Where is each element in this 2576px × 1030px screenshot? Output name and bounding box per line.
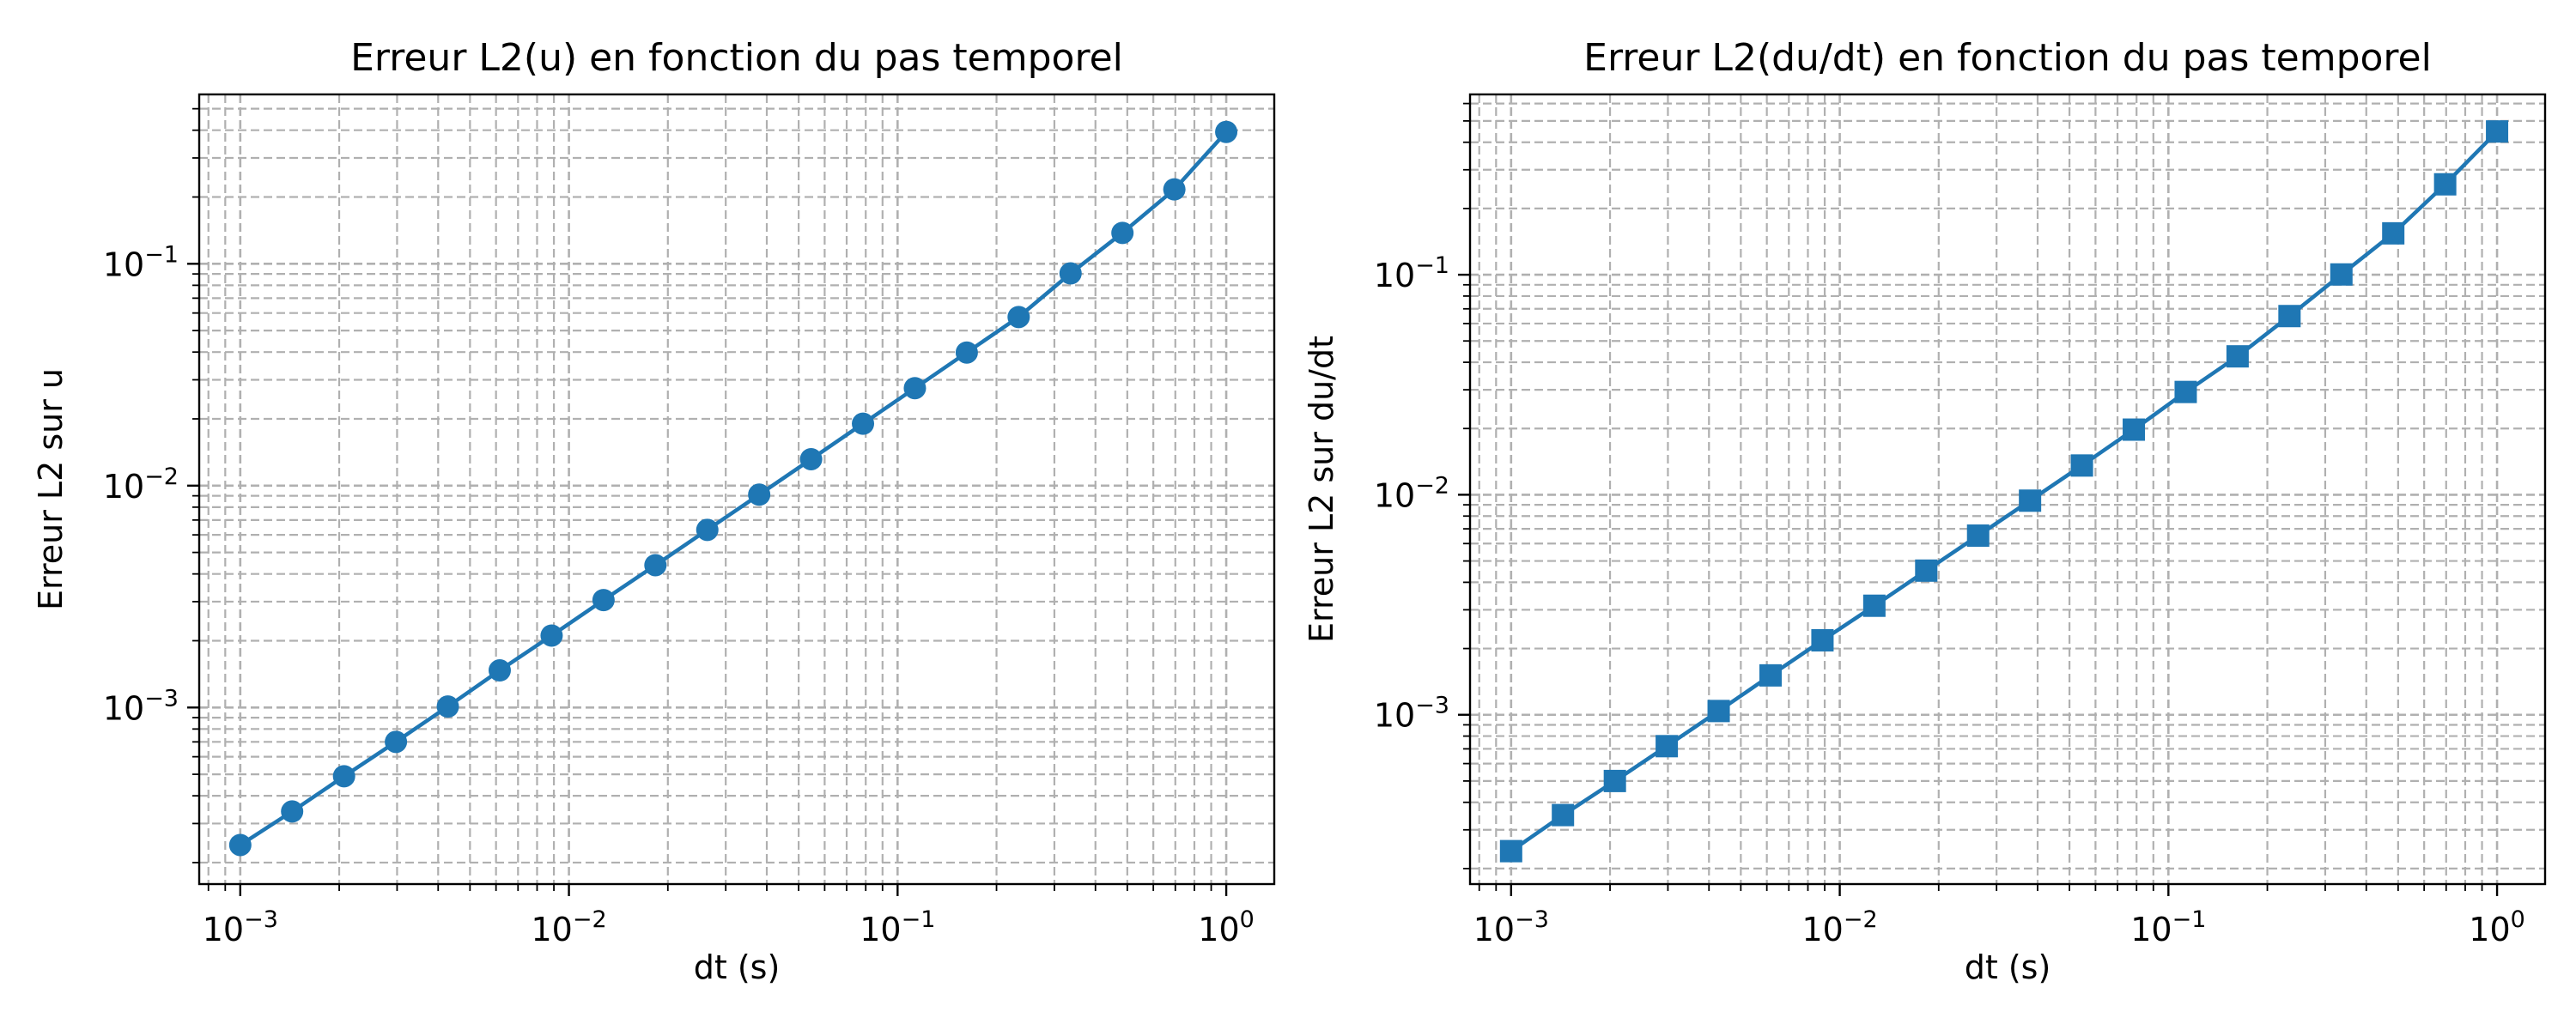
data-point xyxy=(2433,173,2457,196)
data-point xyxy=(2174,380,2197,403)
data-point xyxy=(1707,700,1730,723)
data-point xyxy=(1163,178,1186,201)
data-point xyxy=(1862,594,1886,617)
y-axis-label: Erreur L2 sur du/dt xyxy=(1303,336,1340,643)
chart-title: Erreur L2(u) en fonction du pas temporel xyxy=(350,36,1123,80)
y-axis-label: Erreur L2 sur u xyxy=(32,368,70,610)
data-point xyxy=(1007,306,1030,329)
x-axis-label: dt (s) xyxy=(1965,948,2051,986)
data-point xyxy=(1759,663,1782,687)
x-tick-label: 10−3 xyxy=(1473,906,1549,948)
data-point xyxy=(2330,263,2353,286)
x-tick-label: 100 xyxy=(2469,906,2525,948)
data-point xyxy=(2070,454,2093,477)
data-point xyxy=(799,447,823,470)
x-tick-label: 100 xyxy=(1198,906,1255,948)
data-point xyxy=(2382,221,2405,245)
data-point xyxy=(748,483,771,506)
data-point xyxy=(852,412,875,435)
chart-panel-dudt: Erreur L2(du/dt) en fonction du pas temp… xyxy=(1303,36,2547,986)
data-point xyxy=(385,730,408,754)
plot-frame xyxy=(1468,93,2547,886)
data-point xyxy=(436,695,459,718)
data-point xyxy=(2019,489,2042,512)
data-point xyxy=(1603,769,1626,792)
data-point xyxy=(281,800,304,823)
chart-panel-u: Erreur L2(u) en fonction du pas temporel… xyxy=(32,36,1276,986)
data-point xyxy=(903,377,927,400)
y-tick-label: 10−3 xyxy=(103,685,179,727)
y-tick-label: 10−3 xyxy=(1374,693,1449,735)
data-point xyxy=(1111,221,1134,245)
x-axis-label: dt (s) xyxy=(694,948,781,986)
data-point xyxy=(2123,418,2146,441)
data-point xyxy=(1656,735,1679,758)
chart-title: Erreur L2(du/dt) en fonction du pas temp… xyxy=(1583,36,2432,80)
data-point xyxy=(644,554,667,577)
x-tick-label: 10−2 xyxy=(531,906,606,948)
plot-frame xyxy=(197,93,1276,886)
data-point xyxy=(1215,120,1238,143)
y-tick-label: 10−1 xyxy=(1374,252,1449,294)
data-point xyxy=(1915,559,1938,582)
data-point xyxy=(488,659,511,682)
data-point xyxy=(1059,262,1082,285)
data-point xyxy=(540,624,563,647)
y-tick-label: 10−2 xyxy=(103,464,179,506)
data-point xyxy=(955,341,978,364)
data-point xyxy=(2486,120,2509,143)
x-tick-label: 10−3 xyxy=(203,906,278,948)
data-point xyxy=(592,589,615,612)
data-point xyxy=(696,518,719,542)
x-tick-label: 10−2 xyxy=(1801,906,1877,948)
data-point xyxy=(1499,839,1522,863)
data-point xyxy=(1966,524,1990,548)
grid xyxy=(1470,94,2545,884)
data-point xyxy=(1552,803,1575,827)
data-point xyxy=(332,765,355,788)
data-point xyxy=(2278,305,2301,328)
data-point xyxy=(228,833,252,857)
y-tick-label: 10−2 xyxy=(1374,472,1449,514)
data-point xyxy=(1811,628,1834,651)
data-point xyxy=(2226,345,2249,368)
x-tick-label: 10−1 xyxy=(2130,906,2206,948)
y-tick-label: 10−1 xyxy=(103,241,179,283)
x-tick-label: 10−1 xyxy=(860,906,935,948)
